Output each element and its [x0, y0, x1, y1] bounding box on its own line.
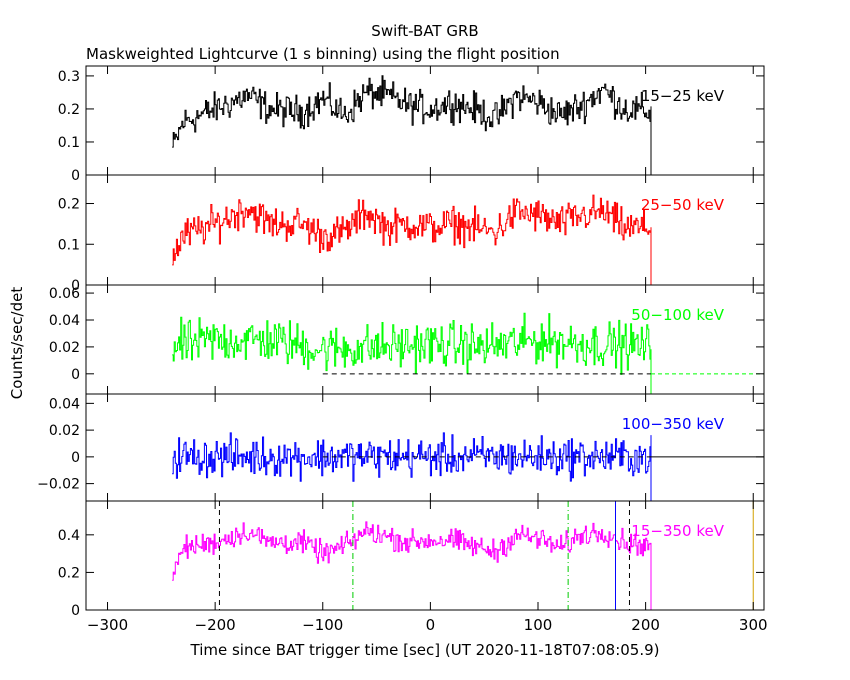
- panel-4: 0 0.2 0.4 15−350 keV: [58, 500, 765, 619]
- panel-2: 0 0.02 0.04 0.06 50−100 keV: [49, 284, 765, 395]
- y-tick-label-1-1: 0.1: [58, 237, 80, 253]
- band-label-4: 15−350 keV: [631, 522, 724, 540]
- x-tick-label-3: 0: [426, 616, 436, 634]
- y-tick-label-3-1: 0: [71, 450, 80, 466]
- y-tick-label-4-2: 0.4: [58, 528, 80, 544]
- panel-3: −0.02 0 0.02 0.04 100−350 keV: [37, 393, 765, 502]
- panel-0: 0 0.1 0.2 0.3 15−25 keV: [58, 65, 765, 184]
- y-tick-label-3-3: 0.04: [49, 396, 80, 412]
- series-line-2: [172, 312, 652, 394]
- y-tick-label-2-1: 0.02: [49, 340, 80, 356]
- series-line-4: [172, 521, 652, 610]
- x-tick-label-1: −200: [195, 616, 236, 634]
- panel-1: 0 0.1 0.2 25−50 keV: [58, 174, 765, 294]
- y-tick-label-0-3: 0.3: [58, 69, 80, 85]
- y-tick-label-4-1: 0.2: [58, 565, 80, 581]
- panels: 0 0.1 0.2 0.3 15−25 keV 0 0.1 0.2 25−50 keV 0 0.02…: [37, 65, 768, 634]
- y-tick-label-1-0: 0: [71, 278, 80, 294]
- series-line-3: [172, 432, 652, 501]
- y-tick-label-0-0: 0: [71, 168, 80, 184]
- band-label-1: 25−50 keV: [641, 196, 725, 214]
- y-tick-label-1-2: 0.2: [58, 197, 80, 213]
- x-tick-label-5: 200: [631, 616, 660, 634]
- band-label-3: 100−350 keV: [622, 415, 725, 433]
- panel-frame-3: [85, 393, 765, 502]
- y-tick-label-0-1: 0.1: [58, 135, 80, 151]
- y-tick-label-2-2: 0.04: [49, 313, 80, 329]
- figure-subtitle: Maskweighted Lightcurve (1 s binning) us…: [86, 45, 560, 63]
- panel-frame-4: [85, 500, 765, 611]
- band-label-0: 15−25 keV: [641, 87, 725, 105]
- figure-title: Swift-BAT GRB: [371, 22, 478, 40]
- y-tick-label-2-3: 0.06: [49, 286, 80, 302]
- y-tick-label-2-0: 0: [71, 367, 80, 383]
- x-tick-label-0: −300: [87, 616, 128, 634]
- x-axis-label: Time since BAT trigger time [sec] (UT 20…: [190, 641, 660, 659]
- y-tick-label-3-0: −0.02: [37, 477, 80, 493]
- x-tick-label-4: 100: [524, 616, 553, 634]
- y-tick-label-0-2: 0.2: [58, 102, 80, 118]
- y-axis-label: Counts/sec/det: [8, 287, 26, 400]
- series-line-1: [172, 194, 652, 285]
- y-tick-label-4-0: 0: [71, 603, 80, 619]
- x-tick-label-6: 300: [739, 616, 768, 634]
- x-tick-label-2: −100: [302, 616, 343, 634]
- series-line-0: [172, 75, 652, 175]
- y-tick-label-3-2: 0.02: [49, 423, 80, 439]
- band-label-2: 50−100 keV: [631, 306, 724, 324]
